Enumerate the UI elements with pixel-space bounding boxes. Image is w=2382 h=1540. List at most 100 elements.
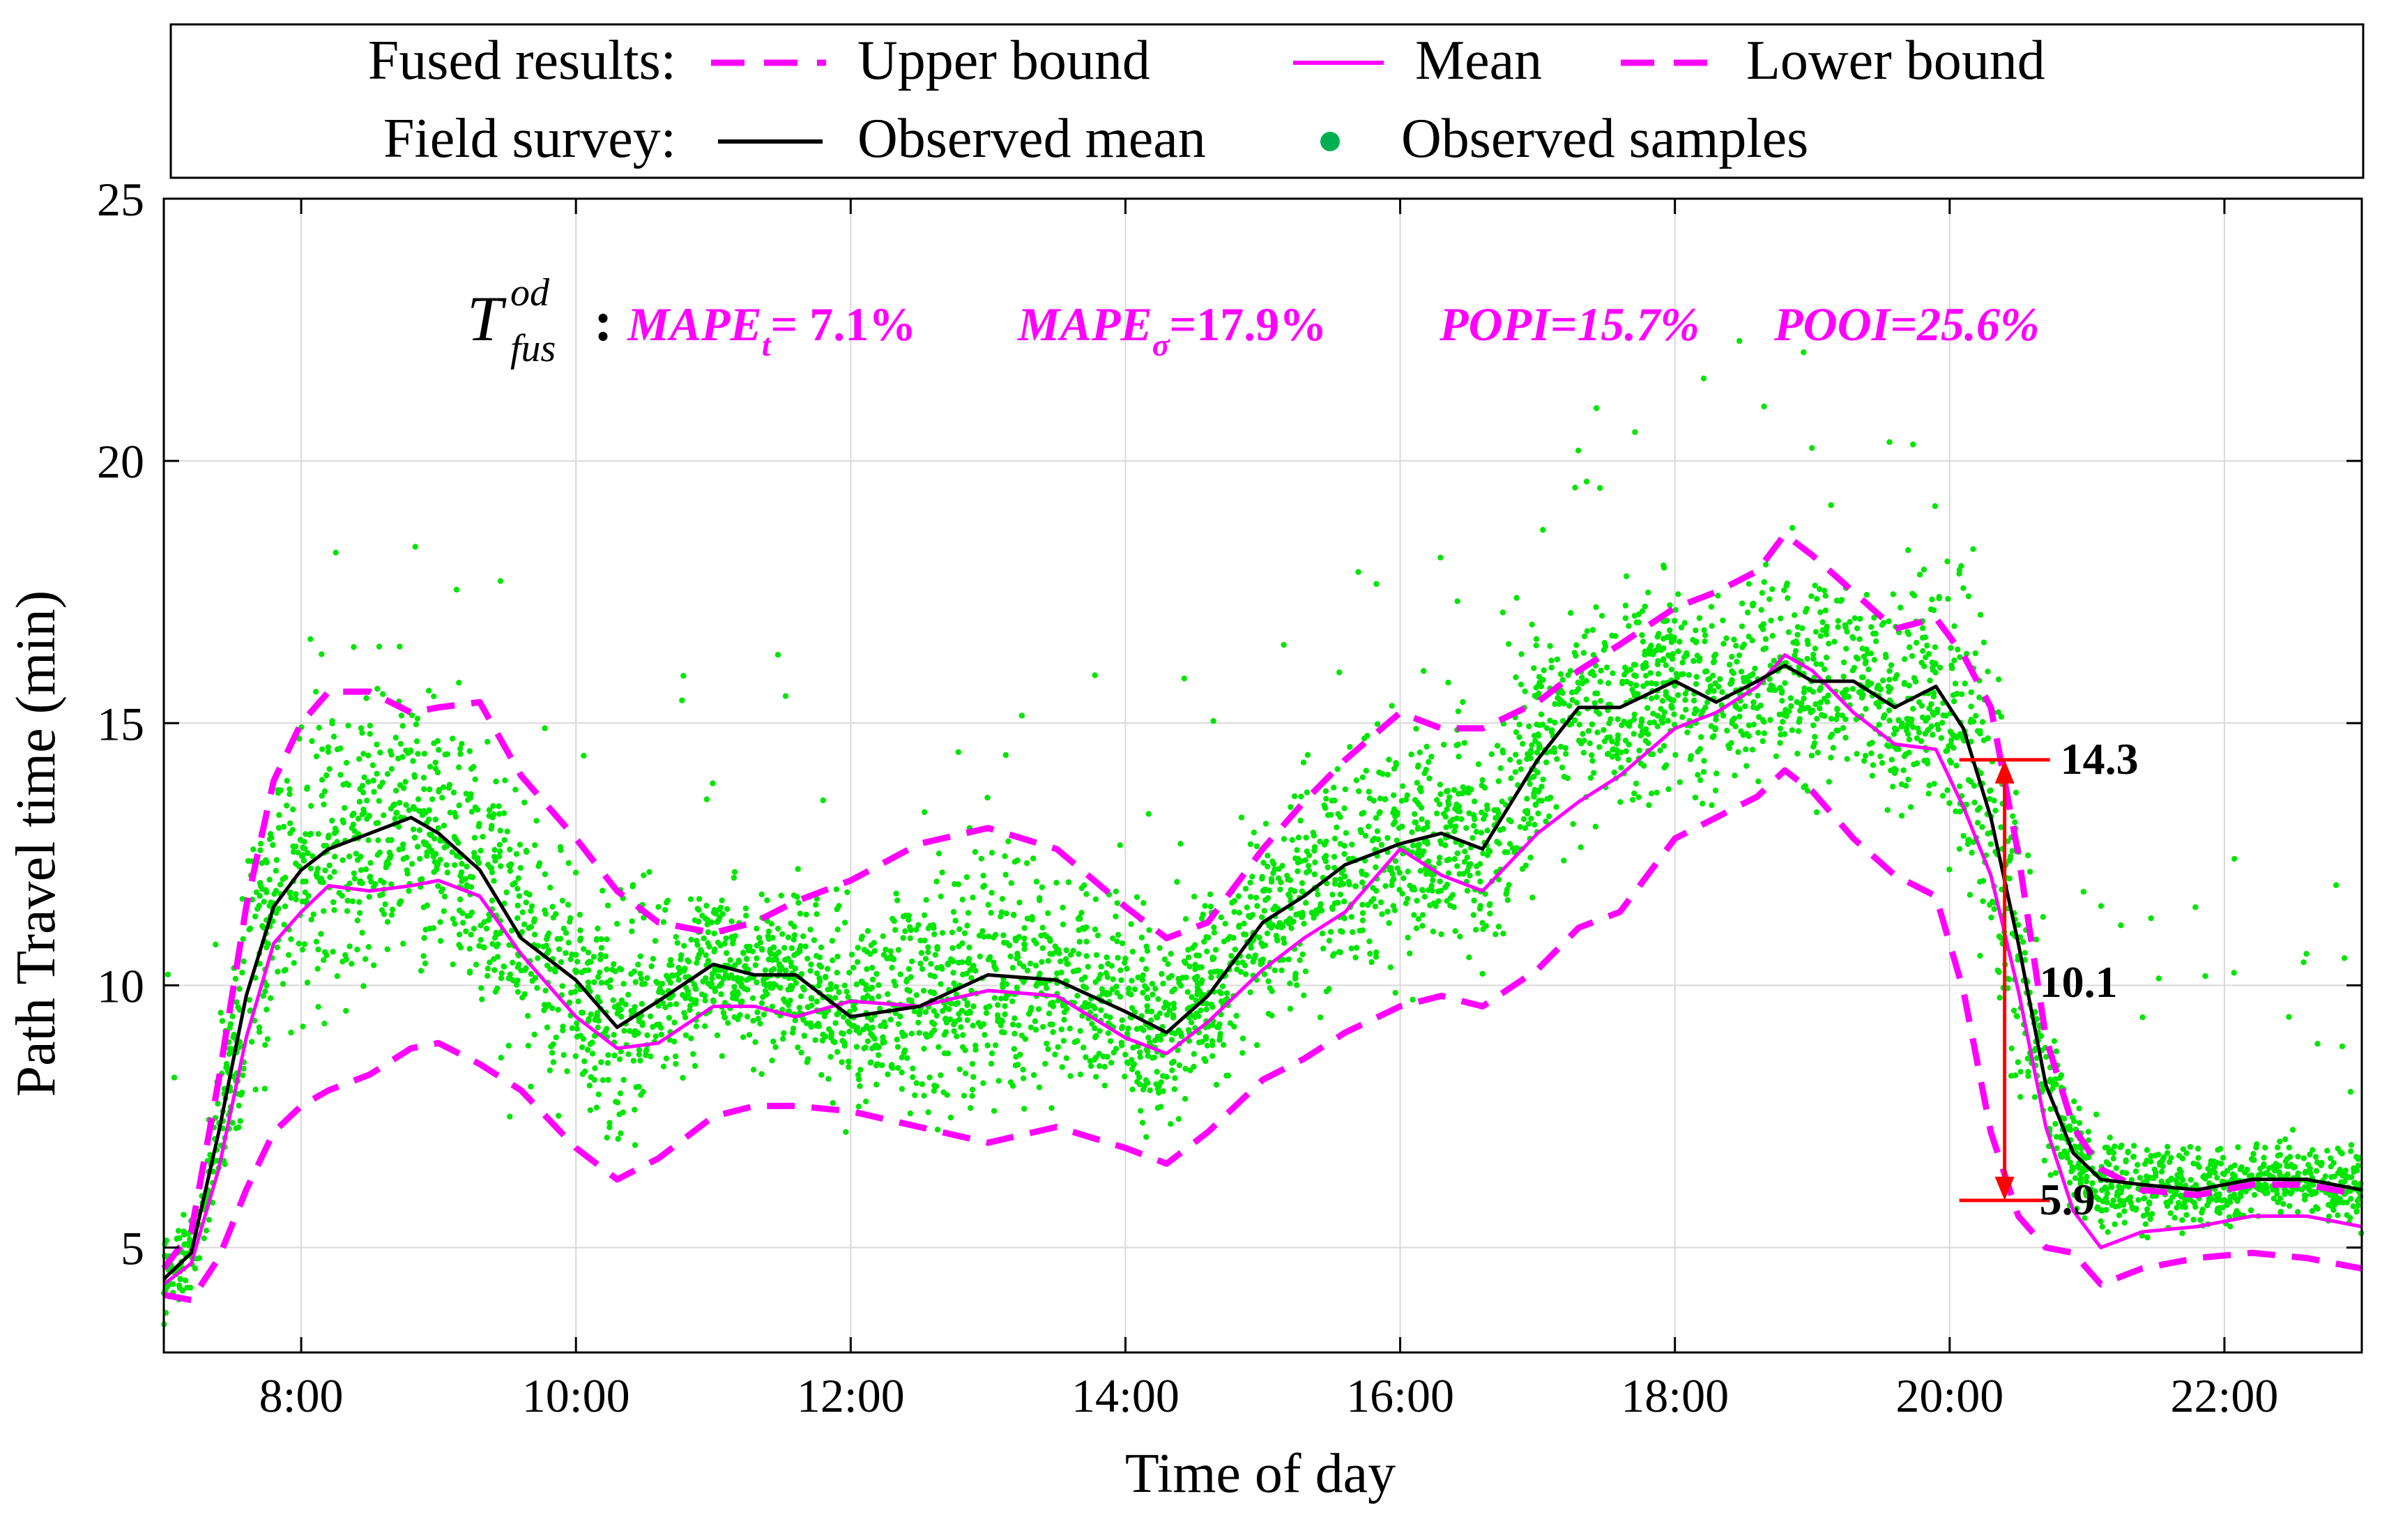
observed-sample (938, 894, 944, 899)
observed-sample (561, 1052, 567, 1058)
observed-sample (718, 991, 724, 997)
observed-sample (924, 897, 929, 903)
observed-sample (1987, 902, 1992, 908)
observed-sample (1140, 1120, 1145, 1125)
observed-sample (388, 806, 394, 811)
observed-sample (945, 961, 950, 966)
observed-sample (1812, 701, 1818, 707)
observed-sample (995, 1002, 1000, 1007)
observed-sample (1299, 880, 1305, 886)
observed-sample (1818, 633, 1824, 639)
observed-sample (2277, 1138, 2282, 1144)
observed-sample (690, 1051, 696, 1057)
observed-sample (1920, 625, 1925, 631)
observed-sample (694, 942, 700, 947)
observed-sample (365, 779, 371, 784)
observed-sample (956, 960, 961, 966)
observed-sample (1496, 778, 1502, 784)
observed-sample (471, 850, 477, 855)
observed-sample (907, 988, 913, 993)
observed-sample (942, 1051, 947, 1056)
observed-sample (605, 1077, 611, 1083)
observed-sample (2103, 1207, 2109, 1212)
observed-sample (502, 837, 507, 843)
observed-sample (547, 1067, 553, 1073)
observed-sample (1563, 745, 1568, 751)
observed-sample (1510, 846, 1516, 851)
observed-sample (1959, 692, 1964, 697)
observed-sample (900, 935, 906, 940)
observed-sample (1969, 689, 1974, 695)
observed-sample (1202, 903, 1207, 908)
observed-sample (1656, 671, 1661, 677)
observed-sample (349, 961, 354, 966)
observed-sample (625, 1051, 631, 1057)
observed-sample (555, 936, 560, 942)
observed-sample (489, 826, 494, 832)
observed-sample (2313, 1154, 2319, 1159)
observed-sample (1002, 1003, 1007, 1009)
observed-sample (814, 970, 820, 976)
observed-sample (2101, 1198, 2107, 1204)
observed-sample (1288, 925, 1294, 931)
observed-sample (1074, 993, 1080, 998)
observed-sample (638, 954, 643, 959)
observed-sample (396, 846, 402, 852)
observed-sample (798, 943, 804, 949)
observed-sample (1845, 756, 1850, 762)
observed-sample (883, 1023, 888, 1029)
observed-sample (388, 748, 393, 754)
observed-sample (1702, 669, 1708, 674)
observed-sample (1618, 749, 1624, 755)
observed-sample (1588, 775, 1594, 781)
observed-sample (725, 1020, 731, 1026)
observed-sample (1552, 719, 1557, 725)
observed-sample (965, 1017, 970, 1023)
observed-sample (1536, 733, 1541, 738)
observed-sample (1926, 706, 1932, 711)
observed-sample (197, 1255, 202, 1260)
observed-sample (1552, 701, 1557, 707)
observed-sample (2032, 1095, 2038, 1100)
observed-sample (1985, 669, 1990, 674)
observed-sample (2040, 914, 2046, 920)
observed-sample (1916, 699, 1922, 705)
observed-sample (1886, 677, 1892, 683)
observed-sample (876, 982, 881, 988)
observed-sample (590, 1051, 595, 1056)
observed-sample (980, 873, 986, 878)
observed-sample (1809, 445, 1815, 450)
observed-sample (989, 850, 995, 855)
observed-sample (400, 940, 406, 946)
observed-sample (394, 810, 399, 816)
observed-sample (1060, 905, 1065, 910)
observed-sample (1660, 657, 1666, 663)
observed-sample (940, 930, 945, 936)
observed-sample (1506, 641, 1511, 647)
observed-sample (1394, 811, 1400, 817)
observed-sample (1805, 641, 1810, 647)
observed-sample (1760, 717, 1766, 722)
observed-sample (1389, 883, 1394, 888)
observed-sample (1243, 932, 1249, 938)
observed-sample (925, 950, 931, 955)
observed-sample (2354, 1208, 2360, 1214)
observed-sample (1894, 672, 1900, 678)
observed-sample (1543, 759, 1549, 765)
observed-sample (629, 929, 634, 934)
observed-sample (450, 961, 456, 967)
observed-sample (1002, 853, 1007, 859)
observed-sample (1644, 680, 1650, 686)
observed-sample (592, 1065, 597, 1071)
observed-sample (662, 907, 668, 913)
observed-sample (367, 894, 372, 899)
observed-sample (632, 1028, 638, 1034)
observed-sample (2303, 951, 2309, 956)
observed-sample (258, 841, 264, 846)
observed-sample (1236, 923, 1242, 929)
observed-sample (865, 928, 871, 933)
observed-sample (1072, 1039, 1078, 1045)
observed-sample (1834, 706, 1840, 711)
observed-sample (2149, 1211, 2155, 1217)
observed-sample (1209, 1002, 1214, 1007)
